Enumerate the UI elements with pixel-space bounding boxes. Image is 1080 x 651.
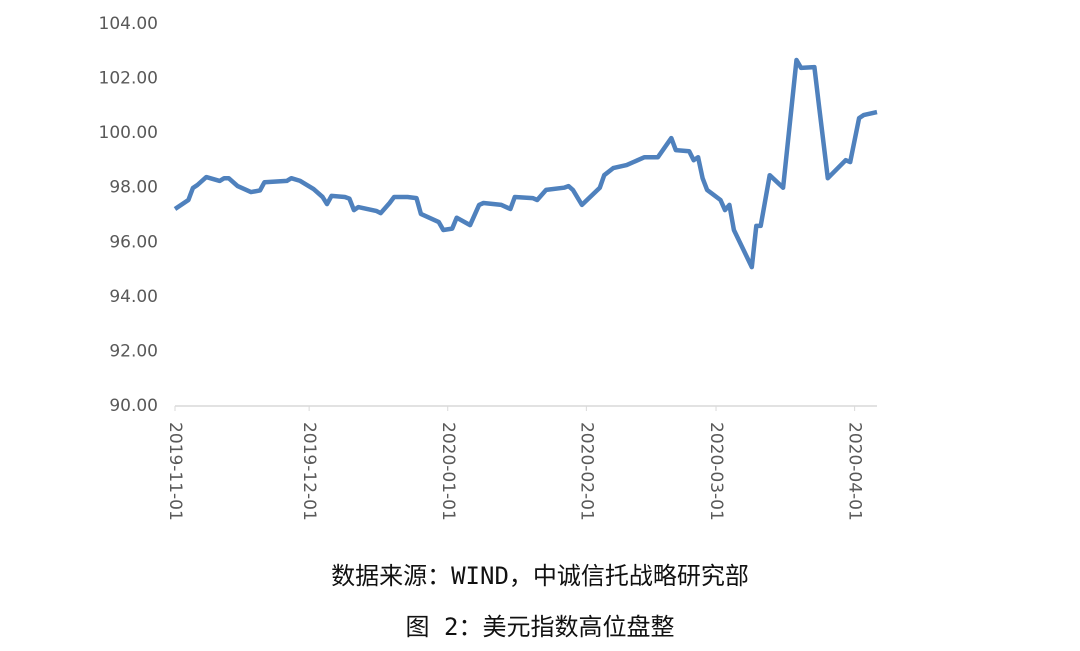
y-tick-label: 102.00 [99,69,158,89]
x-tick-label: 2020-01-01 [438,422,458,521]
x-tick-label: 2020-03-01 [706,422,726,521]
x-tick-label: 2019-11-01 [165,422,185,521]
y-tick-label: 94.00 [109,287,158,307]
x-tick-label: 2020-02-01 [576,422,596,521]
y-tick-label: 92.00 [109,341,158,361]
source-note: 数据来源：WIND，中诚信托战略研究部 [331,562,749,590]
y-tick-label: 104.00 [99,14,158,34]
y-tick-label: 100.00 [99,123,158,143]
figure-caption: 图 2：美元指数高位盘整 [406,613,675,641]
y-tick-label: 90.00 [109,396,158,416]
y-tick-label: 98.00 [109,178,158,198]
x-tick-label: 2020-04-01 [845,422,865,521]
x-tick-label: 2019-12-01 [299,422,319,521]
y-tick-label: 96.00 [109,232,158,252]
data-line [173,57,878,270]
